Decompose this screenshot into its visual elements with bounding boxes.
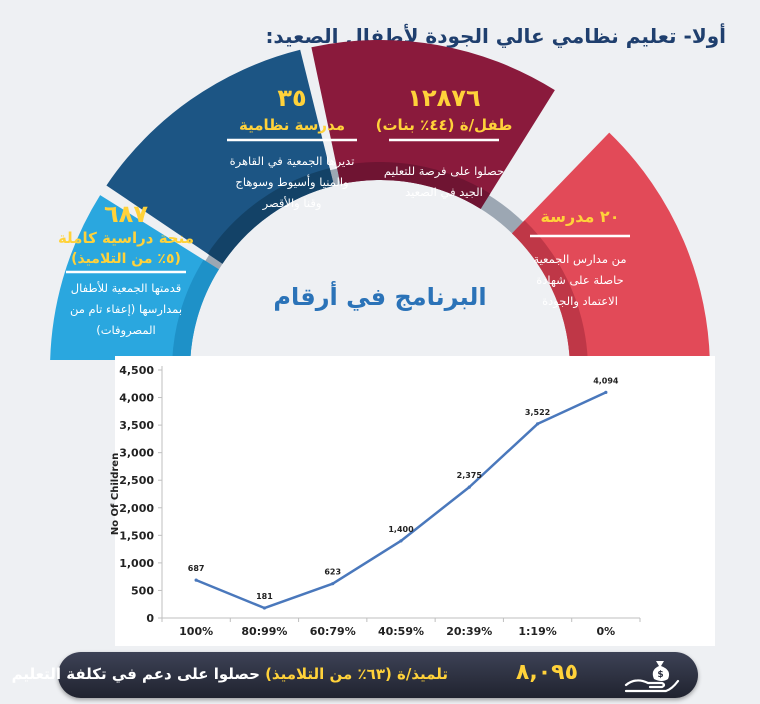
stat-desc-4-1: من مدارس الجمعية [533,252,626,267]
stat-number-4: ٢٠ مدرسة [541,207,620,226]
stat-desc-3-2: الجيد في الصعيد [405,185,483,199]
stat-label-1: منحة دراسية كاملة [58,229,194,247]
stat-desc-4-2: حاصلة على شهادة [536,273,624,287]
stat-desc-2-3: وقنا والأقصر [262,196,322,211]
data-point [262,606,267,610]
x-tick-label: 80:99% [241,625,287,638]
y-tick-label: 1,500 [119,529,154,542]
stat-label-2: مدرسة نظامية [239,116,345,134]
x-tick-label: 100% [179,625,213,638]
banner-count-label: تلميذ/ة (٦٣٪ من التلاميذ) [265,665,448,683]
stat-number-2: ٣٥ [277,84,306,112]
x-tick-label: 40:59% [378,625,424,638]
y-axis-title: No Of Children [110,453,121,535]
data-label: 623 [324,568,341,577]
y-tick-label: 2,500 [119,474,154,487]
banner-number: ٨,٠٩٥ [515,660,578,685]
stat-wedge-2 [106,49,335,264]
stat-number-3: ١٢٨٧٦ [407,84,480,112]
stat-desc-1-1: قدمتها الجمعية للأطفال [71,281,181,295]
data-label: 3,522 [525,408,550,417]
y-tick-label: 4,500 [119,364,154,377]
stat-number-1: ٦٨٧ [104,200,148,228]
data-label: 687 [188,564,205,573]
data-label: 181 [256,592,273,601]
y-tick-label: 0 [146,612,154,625]
data-point [194,578,198,582]
data-label: 1,400 [388,525,414,534]
stat-wedge-1 [50,195,219,360]
stat-desc-4-3: الاعتماد والجودة [542,294,618,309]
stat-label-3: طفل/ة (٤٤٪ بنات) [376,116,513,134]
stat-sublabel-1: (٥٪ من التلاميذ) [71,251,181,267]
data-label: 4,094 [593,376,619,385]
stat-desc-1-3: المصروفات) [96,323,156,338]
x-tick-label: 0% [597,625,616,638]
data-point [331,582,335,586]
stat-wedge-rim-1 [172,259,219,360]
stat-wedge-rim-3 [336,162,491,209]
data-point [399,539,403,543]
stat-wedge-rim-2 [207,168,335,264]
summary-banner: ٨,٠٩٥ تلميذ/ة (٦٣٪ من التلاميذ) حصلوا عل… [12,652,698,698]
stat-desc-1-2: بمدارسها (إعفاء تام من [70,302,182,317]
data-point [604,390,608,394]
y-tick-label: 3,500 [119,419,154,432]
svg-text:$: $ [657,670,663,680]
x-tick-label: 20:39% [446,625,492,638]
y-tick-label: 500 [131,584,154,597]
stat-desc-3-1: حصلوا على فرصة للتعليم [384,164,504,179]
data-point [467,485,471,489]
chart-panel [115,356,715,646]
banner-description: حصلوا على دعم في تكلفة التعليم [11,665,260,683]
stat-desc-2-1: تديرها الجمعية في القاهرة [230,154,355,169]
y-tick-label: 1,000 [119,557,154,570]
x-tick-label: 1:19% [518,625,556,638]
y-tick-label: 4,000 [119,392,154,405]
y-tick-label: 2,000 [119,502,154,515]
stat-wedge-rim-4 [511,220,588,360]
data-point [535,422,540,426]
data-label: 2,375 [457,471,483,480]
money-bag-hand-icon: $ [624,661,680,693]
stat-desc-2-2: والمنيا وأسيوط وسوهاج [235,174,348,190]
center-label: البرنامج في أرقام [273,281,486,311]
x-tick-label: 60:79% [310,625,356,638]
y-tick-label: 3,000 [119,447,154,460]
